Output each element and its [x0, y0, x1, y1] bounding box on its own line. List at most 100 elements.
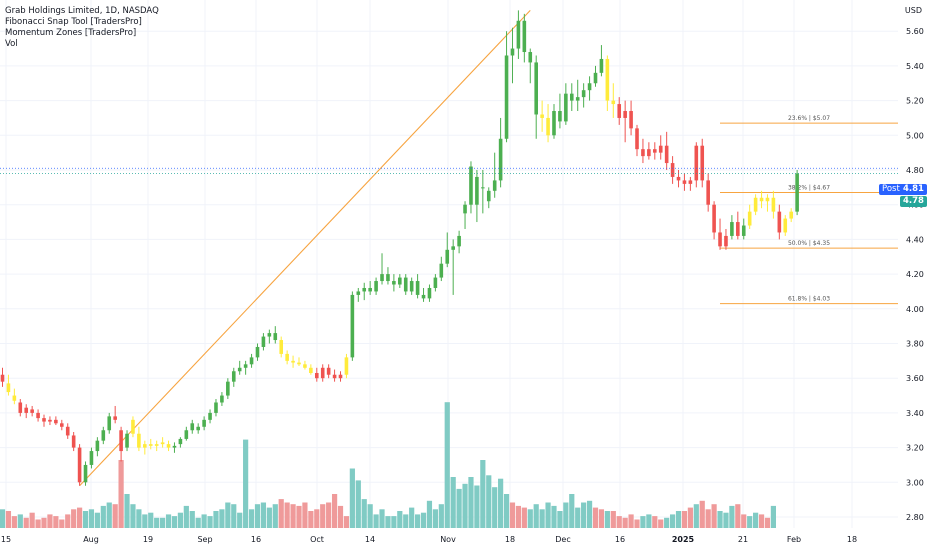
- volume-bar: [130, 504, 136, 528]
- candle-body: [617, 104, 622, 118]
- volume-bar: [308, 511, 314, 528]
- candle-body: [486, 190, 491, 202]
- volume-bar: [669, 514, 676, 528]
- candle-body: [214, 402, 218, 413]
- symbol-title[interactable]: Grab Holdings Limited, 1D, NASDAQ: [5, 6, 159, 16]
- candle-body: [36, 412, 40, 419]
- volume-bar: [337, 505, 344, 528]
- candle-body: [599, 58, 604, 73]
- volume-bar: [563, 502, 569, 528]
- candle-body: [71, 435, 76, 448]
- volume-bar: [503, 494, 510, 528]
- candle-body: [712, 204, 716, 233]
- volume-bar: [88, 509, 95, 528]
- candle-body: [789, 211, 793, 219]
- x-tick-label: 18: [505, 535, 515, 544]
- y-tick-label: 3.40: [906, 409, 924, 418]
- candle-body: [24, 407, 29, 413]
- candle-body: [546, 117, 550, 136]
- candle-body: [6, 383, 11, 393]
- volume-bar: [747, 516, 753, 528]
- candle-body: [220, 395, 224, 403]
- candle-body: [285, 353, 289, 361]
- candle-body: [516, 20, 521, 49]
- indicator-momentum[interactable]: Momentum Zones [TradersPro]: [5, 28, 137, 38]
- volume-bar: [758, 514, 765, 528]
- volume-bar: [237, 512, 243, 528]
- volume-bar: [284, 502, 290, 528]
- candle-body: [202, 419, 206, 427]
- volume-bar: [492, 487, 498, 528]
- volume-bar: [764, 517, 771, 528]
- candle-body: [552, 111, 556, 136]
- currency-label[interactable]: USD: [904, 6, 922, 15]
- candle-body: [759, 197, 764, 202]
- volume-bar: [11, 516, 17, 528]
- candle-body: [481, 187, 485, 189]
- candle-body: [747, 211, 752, 226]
- volume-bar: [219, 509, 225, 528]
- volume-bar: [112, 504, 118, 528]
- volume-bar: [53, 516, 59, 528]
- y-tick-label: 5.20: [906, 97, 924, 106]
- candle-body: [510, 48, 515, 56]
- volume-bar: [189, 511, 195, 528]
- x-tick-label: Feb: [787, 535, 801, 544]
- volume-bar: [373, 514, 379, 528]
- candle-body: [398, 277, 402, 285]
- candle-body: [528, 52, 533, 63]
- volume-bar: [35, 519, 41, 528]
- candle-body: [154, 444, 159, 446]
- price-lines: [0, 167, 898, 174]
- volume-bar: [628, 514, 634, 528]
- volume-bar: [59, 519, 65, 528]
- candle-body: [605, 58, 610, 101]
- volume-bar: [551, 505, 557, 528]
- volume-bar: [41, 517, 47, 528]
- candle-body: [326, 367, 331, 375]
- candle-body: [303, 364, 307, 368]
- swing-line: [79, 10, 531, 487]
- candle-body: [777, 211, 782, 233]
- candle-body: [332, 374, 337, 379]
- volume-bar: [658, 519, 664, 528]
- indicator-volume[interactable]: Vol: [5, 39, 18, 49]
- x-tick-label: 19: [143, 535, 153, 544]
- candle-body: [658, 145, 663, 153]
- candle-body: [540, 114, 544, 118]
- volume-bar: [243, 439, 249, 528]
- volume-bar: [278, 499, 284, 528]
- volume-bar: [652, 516, 658, 528]
- volume-bar: [735, 504, 741, 528]
- candle-body: [736, 222, 740, 236]
- x-tick-label: 2025: [672, 535, 695, 544]
- volume-bar: [355, 480, 361, 528]
- candle-body: [451, 246, 455, 250]
- volume-bar: [5, 511, 12, 528]
- volume-bar: [71, 509, 77, 528]
- volume-bar: [154, 517, 160, 528]
- candle-body: [320, 367, 325, 379]
- volume-bar: [592, 507, 599, 528]
- candle-body: [60, 423, 64, 427]
- candle-body: [475, 176, 479, 205]
- volume-bar: [729, 505, 735, 528]
- x-tick-label: 16: [615, 535, 625, 544]
- x-tick-label: 14: [365, 535, 375, 544]
- y-tick-label: 4.40: [906, 235, 924, 244]
- candle-body: [143, 444, 147, 448]
- volume-bar: [314, 509, 320, 528]
- candle-body: [374, 281, 378, 292]
- candle-body: [575, 97, 580, 101]
- x-tick-label: 21: [738, 535, 748, 544]
- candle-body: [231, 371, 236, 382]
- volume-bar: [148, 512, 154, 528]
- indicator-fibonacci[interactable]: Fibonacci Snap Tool [TradersPro]: [5, 17, 142, 27]
- candle-body: [587, 83, 592, 91]
- candle-body: [267, 333, 272, 337]
- candle-body: [131, 419, 135, 434]
- y-tick-label: 4.80: [906, 166, 924, 175]
- candle-body: [113, 416, 117, 420]
- volume-bar: [272, 504, 278, 528]
